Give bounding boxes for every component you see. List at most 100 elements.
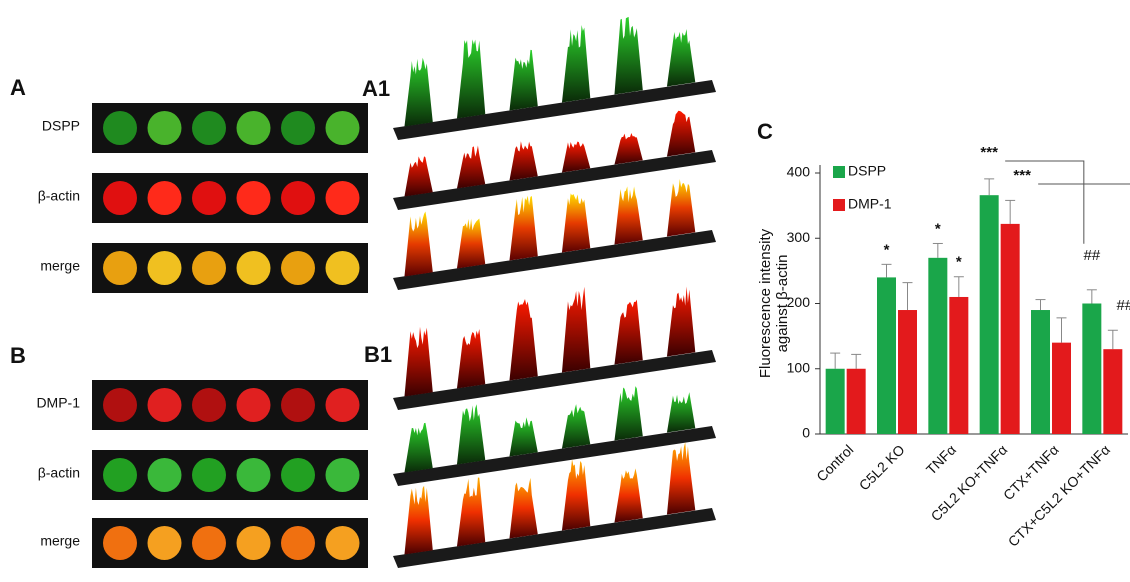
row-label: merge (40, 258, 80, 274)
surface-peak (509, 299, 538, 381)
blot-well (147, 181, 182, 215)
blot-well (192, 458, 226, 492)
surface-peak (666, 179, 696, 237)
bar (979, 195, 999, 434)
blot-well (147, 458, 182, 492)
y-tick-label: 300 (787, 229, 811, 245)
blot-well (236, 181, 271, 215)
bar (1052, 342, 1071, 434)
significance-label: * (956, 254, 962, 271)
significance-label: *** (980, 144, 998, 161)
surface-peak (666, 28, 696, 87)
blot-well (236, 526, 271, 560)
row-label: DMP-1 (36, 395, 80, 411)
surface-peak (561, 193, 591, 253)
blot-well (281, 458, 315, 492)
surface-peak (404, 211, 433, 277)
surface-peak (666, 110, 696, 157)
blot-well (103, 458, 137, 492)
surface-base (393, 350, 716, 410)
blot-well (325, 526, 360, 560)
y-axis-label: against β-actin (774, 255, 791, 353)
blot-well (236, 388, 271, 422)
surface-peak (456, 404, 486, 465)
blot-well (236, 111, 271, 145)
surface-peak (509, 417, 538, 457)
blot-well (236, 251, 271, 285)
row-label: merge (40, 533, 80, 549)
surface-peak (561, 286, 591, 373)
blot-well (103, 111, 137, 145)
surface-peak (404, 57, 433, 127)
x-tick-label: TNFα (923, 441, 959, 477)
surface-peak (614, 386, 643, 441)
blot-well (192, 388, 226, 422)
bracket (1005, 160, 1085, 244)
bar (1103, 349, 1123, 434)
bar (877, 277, 896, 434)
x-tick-label: CTX+C5L2 KO+TNFα (1005, 441, 1113, 549)
blot-well (192, 111, 226, 145)
panel-label: B1 (364, 342, 392, 367)
x-tick-label: Control (813, 441, 856, 484)
y-tick-label: 400 (787, 164, 811, 180)
blot-well (281, 111, 315, 145)
surface-peak (666, 392, 696, 433)
bar (1031, 310, 1050, 434)
surface-peak (509, 49, 538, 111)
surface-base (393, 150, 716, 210)
blot-well (325, 111, 360, 145)
surface-peak (561, 24, 591, 103)
blot-strip (92, 380, 368, 430)
surface-peak (456, 145, 486, 189)
blot-well (325, 458, 360, 492)
blot-well (147, 111, 182, 145)
legend-label: DSPP (848, 163, 886, 179)
bar (825, 368, 845, 434)
surface-peak (614, 186, 643, 245)
row-label: DSPP (42, 118, 80, 134)
legend-swatch (833, 199, 845, 211)
surface-peak (561, 141, 591, 173)
surface-peak (614, 468, 643, 523)
blot-well (192, 526, 226, 560)
blot-well (192, 181, 226, 215)
surface-peak (509, 195, 538, 261)
blot-well (147, 251, 182, 285)
bar (949, 296, 969, 434)
bar (846, 368, 866, 434)
significance-label: *** (1013, 167, 1031, 184)
row-label: β-actin (38, 465, 80, 481)
blot-well (325, 181, 360, 215)
panel-label: B (10, 343, 26, 368)
surface-peak (666, 442, 696, 515)
blot-strip (92, 243, 368, 293)
blot-strip (92, 450, 368, 500)
surface-peak (456, 328, 486, 389)
significance-label: ## (1083, 247, 1100, 264)
legend-swatch (833, 166, 845, 178)
surface-base (393, 230, 716, 290)
blot-well (236, 458, 271, 492)
surface-peak (404, 326, 433, 397)
y-tick-label: 100 (787, 359, 811, 375)
panel-label: C (757, 119, 773, 144)
surface-peak (561, 459, 591, 531)
bar (1000, 223, 1020, 434)
significance-label: * (935, 220, 941, 237)
surface-peak (509, 477, 538, 539)
bracket (1038, 183, 1130, 185)
surface-peak (404, 485, 433, 555)
surface-peak (456, 218, 486, 269)
blot-well (281, 251, 315, 285)
blot-strip (92, 518, 368, 568)
legend-label: DMP-1 (848, 196, 892, 212)
surface-peak (509, 141, 538, 181)
bar (928, 257, 948, 434)
blot-well (325, 388, 360, 422)
surface-peak (456, 39, 486, 119)
y-tick-label: 200 (787, 294, 811, 310)
blot-well (147, 526, 182, 560)
significance-label: * (884, 241, 890, 258)
